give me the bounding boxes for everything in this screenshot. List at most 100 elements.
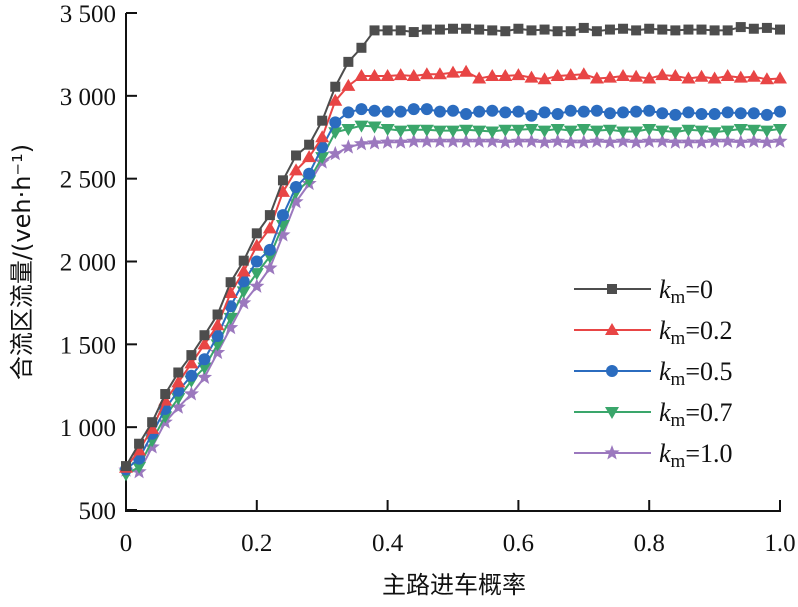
- legend-marker-circle-icon: [606, 365, 618, 377]
- data-point: [395, 25, 406, 36]
- x-axis-title: 主路进车概率: [382, 571, 526, 599]
- series-layer: [118, 22, 788, 482]
- data-point: [315, 130, 330, 143]
- data-point: [342, 106, 355, 119]
- data-point: [668, 68, 683, 81]
- data-point: [379, 134, 396, 149]
- data-point: [773, 71, 787, 84]
- data-point: [694, 125, 709, 138]
- data-point: [708, 108, 721, 121]
- data-point: [615, 133, 631, 148]
- data-point: [642, 71, 657, 84]
- data-point: [720, 68, 735, 81]
- data-point: [170, 399, 186, 414]
- data-point: [746, 133, 762, 148]
- data-point: [275, 226, 291, 242]
- data-point: [733, 134, 749, 149]
- data-point: [290, 180, 303, 193]
- data-point: [735, 22, 746, 33]
- legend-label: km=0.2: [659, 316, 733, 349]
- legend-item: km=0.5: [574, 357, 733, 390]
- data-point: [434, 24, 445, 35]
- data-point: [302, 150, 317, 163]
- data-point: [185, 369, 198, 382]
- data-point: [630, 105, 643, 118]
- data-point: [211, 330, 224, 343]
- data-point: [251, 228, 262, 239]
- data-point: [681, 124, 696, 137]
- data-point: [458, 133, 474, 148]
- data-point: [209, 344, 226, 360]
- data-point: [669, 108, 682, 121]
- data-point: [262, 221, 277, 234]
- data-point: [644, 23, 655, 34]
- data-point: [341, 78, 356, 91]
- data-point: [578, 22, 589, 33]
- data-point: [720, 125, 735, 138]
- legend-item: km=0.2: [574, 316, 733, 349]
- data-point: [654, 133, 670, 148]
- x-ticks: 0 0.2 0.4 0.6 0.8 1.0: [120, 500, 796, 557]
- data-point: [198, 353, 211, 366]
- data-point: [550, 133, 566, 148]
- data-point: [419, 67, 434, 80]
- data-point: [369, 25, 380, 36]
- legend: km=0 km=0.2 km=0.5 km=0.7 km=1.0: [574, 275, 733, 472]
- data-point: [602, 70, 617, 83]
- data-point: [212, 309, 223, 320]
- data-point: [317, 115, 328, 126]
- data-point: [432, 125, 447, 138]
- series-k-m-0-5: [120, 103, 786, 476]
- data-point: [199, 330, 210, 341]
- data-point: [459, 124, 474, 137]
- data-point: [447, 104, 459, 117]
- data-point: [393, 134, 409, 149]
- data-point: [773, 123, 787, 136]
- data-point: [618, 23, 629, 34]
- data-point: [591, 26, 602, 37]
- data-point: [668, 127, 683, 140]
- data-point: [563, 125, 578, 138]
- data-point: [356, 42, 367, 53]
- data-point: [497, 134, 513, 149]
- data-point: [461, 23, 472, 34]
- data-point: [381, 105, 394, 118]
- data-point: [775, 24, 785, 35]
- data-point: [524, 70, 539, 83]
- data-point: [539, 24, 550, 35]
- data-point: [236, 294, 252, 310]
- data-point: [733, 70, 748, 83]
- data-point: [720, 133, 736, 148]
- data-point: [655, 68, 670, 81]
- data-point: [432, 133, 448, 148]
- data-point: [551, 108, 564, 121]
- y-axis-title: 合流区流量/(veh·h⁻¹): [8, 144, 36, 380]
- data-point: [147, 417, 158, 428]
- data-point: [408, 27, 419, 38]
- data-point: [709, 25, 720, 36]
- data-point: [196, 369, 213, 384]
- data-point: [538, 106, 551, 119]
- data-point: [340, 139, 356, 154]
- x-tick-label: 1.0: [764, 530, 795, 557]
- legend-label: km=0.5: [659, 357, 733, 390]
- data-point: [353, 135, 370, 151]
- data-point: [472, 125, 487, 138]
- data-point: [485, 126, 500, 139]
- data-point: [500, 26, 511, 37]
- data-point: [304, 139, 315, 150]
- data-point: [511, 68, 526, 81]
- data-point: [316, 141, 329, 154]
- data-point: [249, 268, 264, 281]
- data-point: [249, 238, 264, 251]
- data-point: [707, 71, 722, 84]
- legend-marker-triangle-up-icon: [605, 323, 619, 335]
- y-ticks: 500 1 000 1 500 2 000 2 500 3 000 3 500: [60, 1, 137, 525]
- data-point: [223, 319, 239, 335]
- data-point: [537, 72, 552, 85]
- data-point: [655, 125, 670, 138]
- data-point: [641, 133, 657, 148]
- data-point: [721, 106, 734, 119]
- data-point: [696, 24, 707, 35]
- data-point: [667, 134, 683, 149]
